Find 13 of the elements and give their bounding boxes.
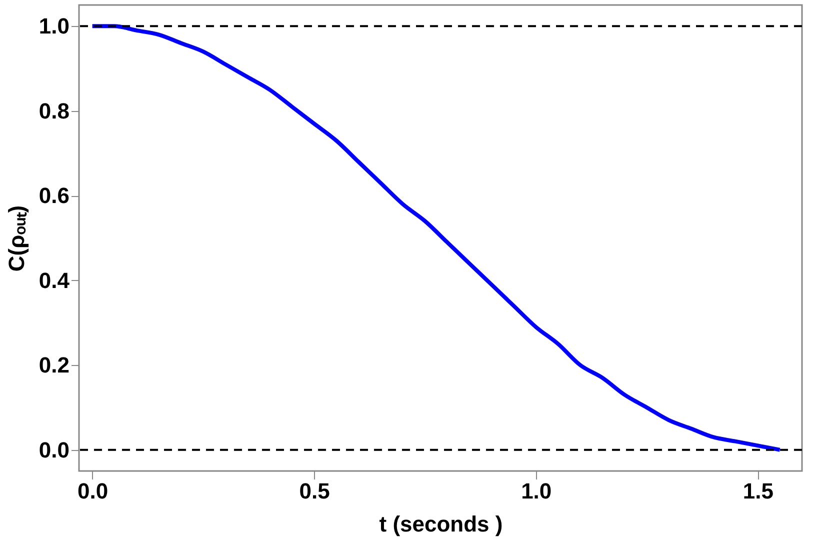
x-tick-label: 0.5 bbox=[299, 478, 330, 504]
x-axis-title: t (seconds ) bbox=[379, 512, 503, 536]
line-series bbox=[90, 24, 782, 452]
y-tick-label: 0.0 bbox=[38, 437, 70, 462]
y-axis-title: C(ρₒᵤₜ) bbox=[4, 205, 29, 272]
x-tick-label: 1.0 bbox=[521, 478, 552, 504]
y-tick-label: 0.2 bbox=[38, 352, 70, 378]
x-tick-label: 1.5 bbox=[742, 478, 774, 504]
y-tick-label: 1.0 bbox=[38, 14, 70, 39]
y-tick-label: 0.4 bbox=[38, 268, 70, 293]
x-tick-label: 0.0 bbox=[78, 478, 108, 504]
y-tick-label: 0.6 bbox=[38, 183, 70, 208]
y-tick-label: 0.8 bbox=[38, 98, 70, 124]
